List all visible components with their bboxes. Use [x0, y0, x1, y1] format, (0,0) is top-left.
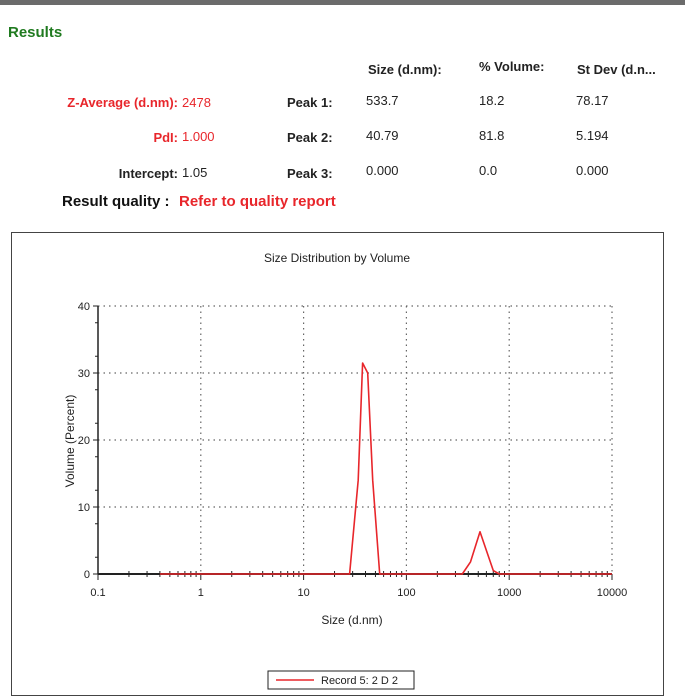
column-header-stdev: St Dev (d.n... [577, 62, 656, 77]
peak-2-size: 40.79 [366, 128, 399, 143]
peak-1-volume: 18.2 [479, 93, 505, 108]
legend: Record 5: 2 D 2 [267, 670, 415, 690]
chart-title: Size Distribution by Volume [264, 251, 410, 265]
z-average-value: 2478 [182, 95, 211, 110]
top-rule [0, 0, 685, 5]
y-tick-label-0: 0 [84, 569, 90, 581]
x-tick-label-2: 10 [297, 587, 309, 599]
peak-3-volume: 0.0 [479, 163, 498, 178]
y-tick-label-3: 30 [78, 368, 90, 380]
intercept-value: 1.05 [182, 165, 208, 180]
x-tick-label-3: 100 [397, 587, 415, 599]
chart-frame [11, 232, 664, 696]
legend-label: Record 5: 2 D 2 [321, 675, 398, 687]
x-tick-label-5: 10000 [597, 587, 628, 599]
y-tick-label-4: 40 [78, 301, 90, 313]
column-header-size: Size (d.nm): [368, 62, 442, 77]
intercept-label: Intercept: [118, 166, 178, 181]
peak-3-stdev: 0.000 [576, 163, 609, 178]
result-quality-label: Result quality : [62, 193, 170, 210]
results-title: Results [8, 24, 63, 41]
result-quality-link[interactable]: Refer to quality report [179, 193, 336, 210]
x-tick-label-1: 1 [198, 587, 204, 599]
y-tick-label-2: 20 [78, 435, 90, 447]
legend-box [267, 670, 415, 690]
peak-3-label: Peak 3: [287, 166, 333, 181]
peak-1-stdev: 78.17 [576, 93, 609, 108]
series-line-0 [159, 362, 612, 575]
peak-2-stdev: 5.194 [576, 128, 609, 143]
x-tick-label-0: 0.1 [90, 587, 105, 599]
peak-2-label: Peak 2: [287, 130, 333, 145]
z-average-label: Z-Average (d.nm): [67, 95, 178, 110]
y-axis-label: Volume (Percent) [63, 395, 77, 488]
pdi-label: PdI: [153, 130, 178, 145]
peak-2-volume: 81.8 [479, 128, 505, 143]
peak-1-label: Peak 1: [287, 95, 333, 110]
peak-3-size: 0.000 [366, 163, 399, 178]
y-tick-label-1: 10 [78, 502, 90, 514]
column-header-volume: % Volume: [479, 59, 545, 74]
pdi-value: 1.000 [182, 129, 215, 144]
x-axis-label: Size (d.nm) [321, 613, 382, 627]
peak-1-size: 533.7 [366, 93, 399, 108]
x-tick-label-4: 1000 [497, 587, 521, 599]
